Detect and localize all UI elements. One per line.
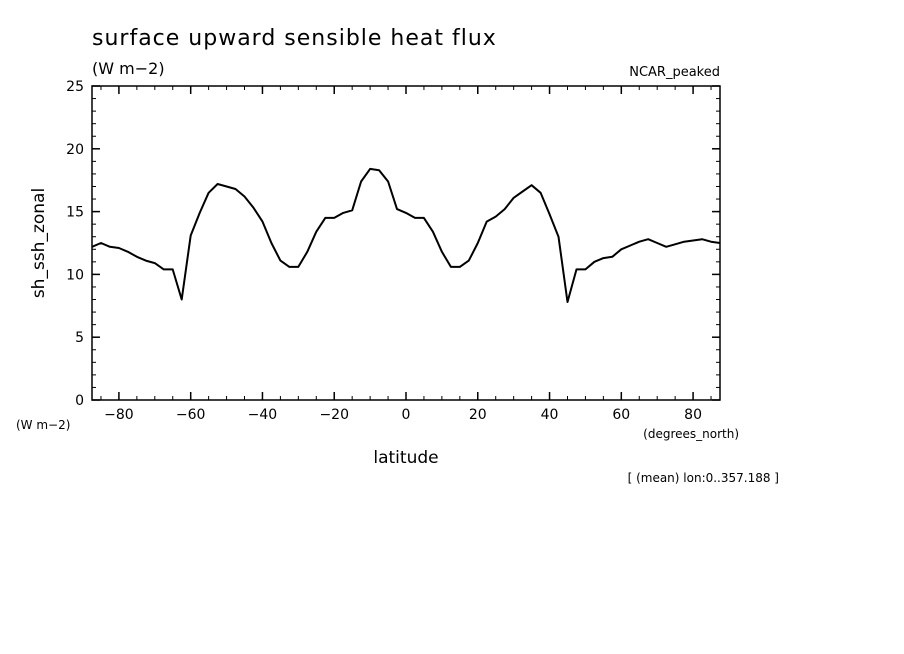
- plot-frame: [91, 85, 721, 401]
- chart-units: (W m−2): [92, 59, 165, 78]
- y-axis-ticks: 0 5 10 15 20 25: [66, 79, 720, 409]
- dataset-label: NCAR_peaked: [629, 65, 720, 80]
- y-minor-ticks: [92, 85, 720, 401]
- x-tick-label: 40: [541, 407, 559, 423]
- y-tick-label: 5: [75, 330, 84, 346]
- x-minor-ticks: [100, 86, 712, 400]
- x-tick-label: 20: [469, 407, 487, 423]
- x-axis-label: latitude: [373, 448, 438, 468]
- chart-title: surface upward sensible heat flux: [92, 26, 497, 51]
- footnote: [ (mean) lon:0..357.188 ]: [628, 471, 779, 485]
- x-tick-label: −20: [319, 407, 349, 423]
- y-tick-label: 15: [66, 205, 84, 221]
- series-line: [91, 167, 721, 303]
- y-tick-label: 0: [75, 393, 84, 409]
- y-tick-label: 10: [66, 267, 84, 283]
- y-axis-label: sh_ssh_zonal: [29, 188, 49, 298]
- x-tick-label: −40: [248, 407, 278, 423]
- x-tick-label: −80: [104, 407, 134, 423]
- x-tick-label: 0: [402, 407, 411, 423]
- y-tick-label: 20: [66, 142, 84, 158]
- y-tick-label: 25: [66, 79, 84, 95]
- x-tick-label: 80: [684, 407, 702, 423]
- x-tick-label: 60: [612, 407, 630, 423]
- x-units-label: (degrees_north): [643, 427, 739, 441]
- y-units-corner: (W m−2): [16, 418, 70, 432]
- x-tick-label: −60: [176, 407, 206, 423]
- x-axis-ticks: −80 −60 −40 −20 0 20 40 60 80: [104, 86, 702, 423]
